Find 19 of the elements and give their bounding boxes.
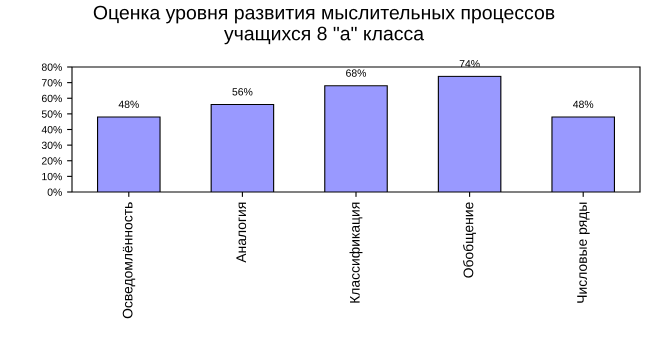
chart-title: Оценка уровня развития мыслительных процессов учащихся 8 "а" класса (94, 6, 554, 44)
data-label: 48% (573, 100, 594, 108)
y-tick-label: 20% (42, 157, 62, 165)
x-tick-label: Классификация (350, 202, 362, 303)
data-label: 56% (232, 88, 252, 96)
y-tick-label: 0% (48, 188, 62, 196)
y-tick-label: 80% (42, 64, 62, 71)
x-tick-label: Осведомлённость (122, 202, 136, 318)
y-tick-label: 60% (42, 94, 62, 102)
y-tick-label: 30% (42, 142, 62, 149)
x-tick-label: Числовые ряды (577, 202, 590, 303)
y-tick-label: 50% (42, 110, 62, 118)
y-tick-label: 70% (42, 79, 62, 86)
y-tick-label: 40% (42, 126, 62, 134)
data-label: 48% (118, 100, 139, 108)
y-tick-label: 10% (42, 172, 62, 180)
data-label: 68% (346, 69, 366, 77)
x-tick-label: Аналогия (236, 202, 246, 263)
x-tick-label: Обобщение (463, 202, 476, 278)
